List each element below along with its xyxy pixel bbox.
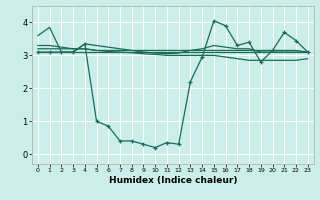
X-axis label: Humidex (Indice chaleur): Humidex (Indice chaleur) bbox=[108, 176, 237, 185]
